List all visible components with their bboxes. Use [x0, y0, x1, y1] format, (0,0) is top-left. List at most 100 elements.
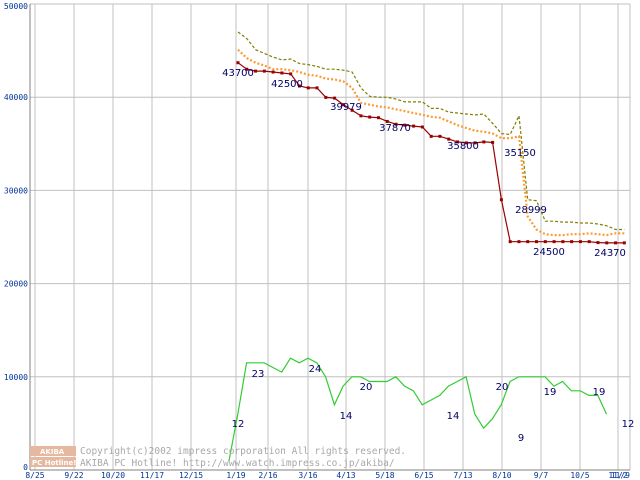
y-tick-label: 30000 — [4, 186, 28, 195]
data-point — [420, 125, 424, 129]
data-point — [376, 116, 380, 120]
data-point — [491, 140, 495, 144]
y-tick-label: 10000 — [4, 373, 28, 382]
data-point — [350, 108, 354, 112]
data-point — [464, 141, 468, 145]
data-point — [315, 86, 319, 90]
logo-top-text: AKIBA — [40, 448, 65, 456]
x-tick-label: 8/25 — [25, 471, 44, 480]
data-label: 42500 — [271, 79, 303, 90]
series-line-shop-count — [228, 357, 608, 461]
y-tick-label: 20000 — [4, 280, 28, 289]
data-point — [561, 240, 565, 244]
data-point — [271, 70, 275, 74]
series-line-average — [237, 48, 625, 237]
data-point — [570, 240, 574, 244]
data-label: 24 — [309, 364, 322, 375]
akiba-logo: AKIBA PC Hotline! — [30, 446, 76, 467]
data-point — [289, 72, 293, 76]
x-tick-label: 10/20 — [101, 471, 125, 480]
data-point — [254, 69, 258, 73]
data-label: 19 — [544, 387, 557, 398]
x-tick-label: 11/2 — [608, 471, 627, 480]
data-point — [456, 140, 459, 144]
x-tick-label: 4/13 — [336, 471, 355, 480]
hotline-url-text: AKIBA PC Hotline! http://www.watch.impre… — [80, 458, 395, 469]
y-axis-ticks: 50000 40000 30000 20000 10000 0 — [4, 2, 28, 472]
x-tick-label: 11/17 — [140, 471, 164, 480]
data-label: 12 — [622, 419, 635, 430]
data-point — [333, 96, 337, 100]
copyright-text: Copyright(c)2002 impress corporation All… — [80, 446, 406, 457]
x-tick-label: 2/16 — [258, 471, 277, 480]
data-label: 28999 — [515, 205, 547, 216]
x-tick-label: 12/15 — [179, 471, 203, 480]
data-point — [535, 240, 539, 244]
data-point — [403, 123, 407, 127]
data-point — [324, 95, 328, 99]
data-label: 37870 — [379, 123, 411, 134]
data-label: 39979 — [330, 102, 362, 113]
y-tick-label: 50000 — [4, 2, 28, 11]
data-point — [526, 240, 530, 244]
data-point — [543, 240, 547, 244]
data-point — [614, 241, 618, 245]
data-label: 23 — [252, 369, 265, 380]
x-tick-label: 8/10 — [492, 471, 511, 480]
data-label: 14 — [340, 411, 353, 422]
data-point — [368, 115, 372, 119]
data-point — [341, 103, 345, 107]
data-label: 20 — [360, 382, 373, 393]
x-tick-label: 7/13 — [453, 471, 472, 480]
y-tick-label: 0 — [23, 463, 28, 472]
data-point — [297, 84, 301, 88]
data-point — [605, 241, 609, 245]
data-label: 35800 — [447, 141, 479, 152]
data-label: 24500 — [533, 247, 565, 258]
x-tick-label: 6/15 — [414, 471, 433, 480]
data-point — [385, 119, 389, 123]
x-tick-label: 5/18 — [375, 471, 394, 480]
data-point — [499, 198, 503, 202]
data-label: 19 — [593, 387, 606, 398]
x-tick-label: 11/9 — [611, 471, 630, 480]
data-point — [438, 134, 442, 138]
data-point — [394, 122, 398, 126]
series-lines — [228, 31, 626, 461]
data-point — [517, 240, 521, 244]
data-point — [508, 240, 512, 244]
data-point — [482, 140, 486, 144]
data-label: 24370 — [594, 248, 626, 259]
data-label: 35150 — [504, 148, 536, 159]
data-point — [596, 241, 600, 245]
data-point — [447, 137, 451, 141]
data-point — [622, 241, 626, 245]
x-tick-label: 1/19 — [226, 471, 245, 480]
grid-lines — [29, 3, 631, 471]
data-label: 14 — [447, 411, 460, 422]
data-point — [587, 240, 591, 244]
data-point — [552, 240, 556, 244]
data-point — [306, 86, 310, 90]
data-labels: 43700 42500 39979 37870 35800 35150 28999 24500… — [222, 68, 634, 444]
data-point — [473, 141, 477, 145]
data-point — [359, 114, 363, 118]
x-tick-label: 9/22 — [64, 471, 83, 480]
data-point — [262, 69, 266, 73]
series-line-max — [237, 31, 625, 231]
x-tick-label: 9/7 — [534, 471, 549, 480]
data-label: 12 — [232, 419, 245, 430]
data-point — [245, 67, 249, 71]
y-tick-label: 40000 — [4, 93, 28, 102]
data-label: 20 — [496, 382, 509, 393]
data-point — [412, 124, 416, 128]
data-point — [280, 71, 284, 75]
data-point — [236, 61, 240, 65]
data-point — [429, 134, 433, 138]
data-label: 43700 — [222, 68, 254, 79]
logo-bottom-text: PC Hotline! — [32, 459, 76, 467]
x-tick-label: 10/5 — [570, 471, 589, 480]
x-axis-ticks: 8/25 9/22 10/20 11/17 12/15 1/19 2/16 3/16 4/13 5… — [25, 471, 630, 480]
data-label: 9 — [518, 433, 524, 444]
